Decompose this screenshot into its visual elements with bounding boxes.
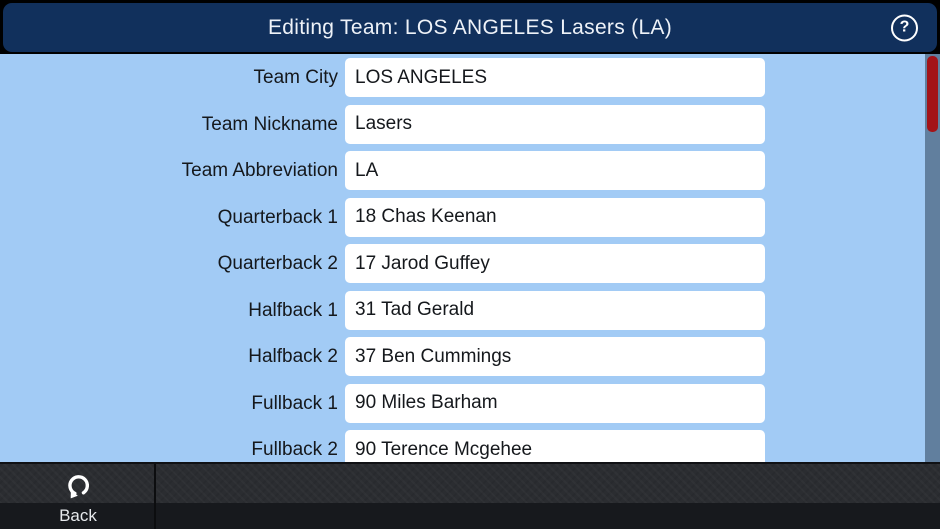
form-row: Team Nickname <box>0 104 940 144</box>
field-label: Quarterback 2 <box>217 253 338 274</box>
page-title: Editing Team: LOS ANGELES Lasers (LA) <box>267 15 673 39</box>
form-row: Halfback 2 <box>0 337 940 376</box>
field-input[interactable] <box>345 58 765 97</box>
field-input[interactable] <box>345 104 765 144</box>
team-edit-form: Team City Team Nickname Team Abbreviation Q… <box>0 54 940 462</box>
footer-bar: Back <box>0 462 940 529</box>
field-input[interactable] <box>345 383 765 423</box>
back-button[interactable]: Back <box>0 464 156 529</box>
form-row: Quarterback 1 <box>0 197 940 237</box>
field-input[interactable] <box>345 290 765 330</box>
field-input[interactable] <box>345 244 765 283</box>
form-row: Fullback 2 <box>0 430 940 462</box>
field-label: Team Nickname <box>201 113 338 135</box>
field-input[interactable] <box>345 337 765 376</box>
form-row: Team City <box>0 58 940 97</box>
field-label: Halfback 1 <box>248 299 338 321</box>
field-label: Fullback 2 <box>251 439 338 460</box>
back-arrow-icon <box>0 469 156 501</box>
field-label: Team Abbreviation <box>181 160 338 181</box>
scrollbar-thumb[interactable] <box>927 56 938 132</box>
field-input[interactable] <box>345 197 765 237</box>
form-row: Team Abbreviation <box>0 151 940 190</box>
footer-label-strip <box>0 503 940 529</box>
field-label: Halfback 2 <box>248 346 338 367</box>
help-button[interactable]: ? <box>891 14 918 41</box>
scrollbar-track[interactable] <box>925 54 940 462</box>
field-input[interactable] <box>345 430 765 462</box>
form-row: Halfback 1 <box>0 290 940 330</box>
header-bar: Editing Team: LOS ANGELES Lasers (LA) ? <box>0 0 940 54</box>
form-row: Quarterback 2 <box>0 244 940 283</box>
form-row: Fullback 1 <box>0 383 940 423</box>
question-mark-icon: ? <box>899 18 910 36</box>
field-input[interactable] <box>345 151 765 190</box>
field-label: Quarterback 1 <box>217 206 338 228</box>
field-label: Fullback 1 <box>251 392 338 414</box>
field-label: Team City <box>253 67 338 88</box>
back-button-label: Back <box>59 506 97 525</box>
header-panel: Editing Team: LOS ANGELES Lasers (LA) ? <box>3 3 937 52</box>
